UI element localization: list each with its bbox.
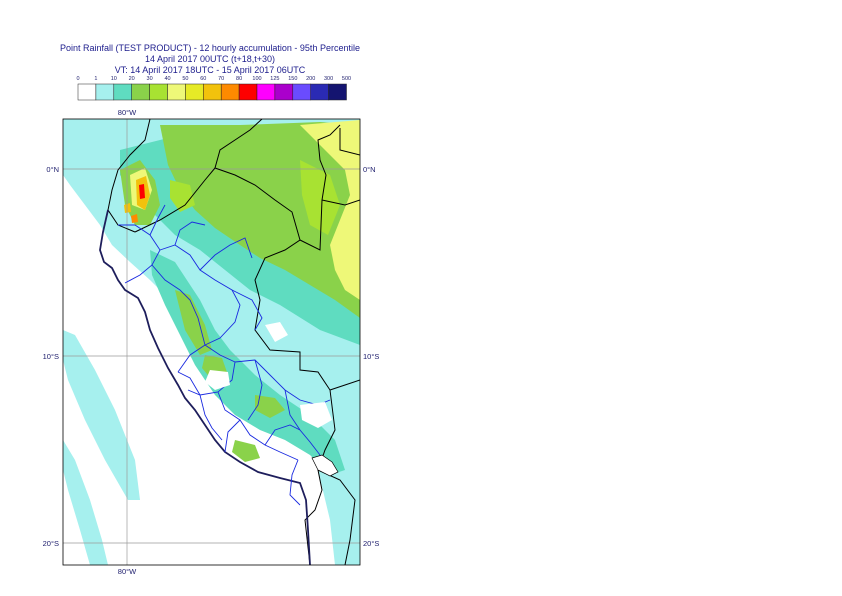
lat-label-right-20: 20°S	[363, 539, 379, 548]
lon-label-bottom: 80°W	[118, 567, 137, 576]
legend-tick-label: 125	[270, 76, 279, 82]
legend-tick-label: 150	[288, 76, 297, 82]
color-legend: 0 1 10 20 30 40 50 60 70 80 100 125 150 200 300 500	[76, 76, 351, 101]
legend-tick-label: 40	[164, 76, 170, 82]
legend-tick-label: 300	[324, 76, 333, 82]
legend-tick-label: 30	[147, 76, 153, 82]
legend-tick-label: 10	[111, 76, 117, 82]
coastline	[99, 209, 311, 565]
legend-swatch-4	[149, 83, 168, 101]
legend-swatch-14	[328, 83, 347, 101]
legend-tick-label: 80	[236, 76, 242, 82]
legend-swatch-2	[113, 83, 132, 101]
lat-label-right-0: 0°N	[363, 165, 376, 174]
legend-tick-label: 60	[200, 76, 206, 82]
legend-swatch-13	[310, 83, 329, 101]
graticule	[63, 119, 360, 565]
legend-swatch-8	[220, 83, 240, 101]
lake-titicaca	[311, 454, 339, 477]
legend-tick-label: 200	[306, 76, 315, 82]
legend-tick-label: 20	[129, 76, 135, 82]
rain-band-40-50	[300, 120, 360, 300]
map-title-line2: 14 April 2017 00UTC (t+18,t+30)	[144, 54, 276, 64]
legend-swatch-6	[185, 83, 204, 101]
legend-tick-label: 50	[182, 76, 188, 82]
legend-swatch-9	[238, 83, 258, 101]
legend-swatch-10	[256, 83, 276, 101]
lat-label-left-0: 0°N	[46, 165, 59, 174]
lat-label-left-10: 10°S	[43, 352, 59, 361]
lat-label-left-20: 20°S	[43, 539, 59, 548]
rain-band-80-100	[139, 184, 145, 199]
legend-swatch-12	[292, 83, 311, 101]
legend-tick-label: 70	[218, 76, 224, 82]
map-title-line1: Point Rainfall (TEST PRODUCT) - 12 hourl…	[60, 43, 360, 53]
lat-label-right-10: 10°S	[363, 352, 379, 361]
legend-tick-label: 100	[252, 76, 261, 82]
legend-swatch-5	[167, 83, 186, 101]
legend-swatch-7	[203, 83, 222, 101]
legend-tick-label: 1	[94, 76, 97, 82]
department-borders	[118, 204, 331, 506]
map-title-line3: VT: 14 April 2017 18UTC - 15 April 2017 …	[114, 65, 306, 75]
legend-swatch-3	[131, 83, 150, 101]
legend-swatch-0	[77, 83, 97, 101]
legend-tick-label: 500	[342, 76, 351, 82]
map-border	[62, 118, 361, 566]
legend-swatch-11	[274, 83, 294, 101]
lon-label-top: 80°W	[118, 108, 137, 117]
map-frame	[63, 119, 360, 565]
legend-swatch-1	[95, 83, 115, 101]
legend-tick-label: 0	[76, 76, 79, 82]
